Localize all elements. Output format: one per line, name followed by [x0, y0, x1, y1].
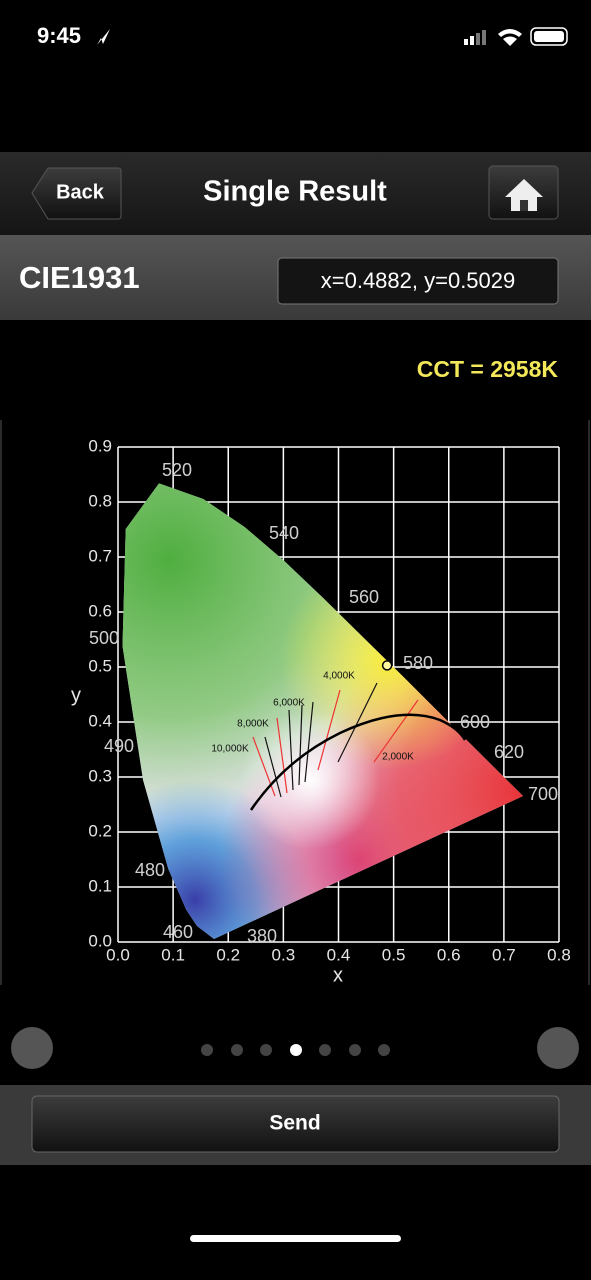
cct-label: 8,000K: [237, 719, 269, 730]
wifi-icon: [498, 29, 522, 46]
x-tick-label: 0.7: [492, 945, 516, 964]
wavelength-label: 460: [163, 922, 193, 942]
cct-label: 2,000K: [382, 752, 414, 763]
send-button[interactable]: [31, 1095, 560, 1153]
signal-icon: [464, 30, 486, 45]
battery-level: [534, 31, 564, 42]
status-time: 9:45: [37, 23, 81, 48]
wavelength-label: 380: [247, 926, 277, 946]
y-tick-label: 0.7: [88, 546, 112, 565]
y-tick-label: 0.4: [88, 711, 112, 730]
y-tick-label: 0.6: [88, 601, 112, 620]
y-tick-label: 0.9: [88, 436, 112, 455]
battery-icon: [530, 27, 568, 46]
y-tick-label: 0.8: [88, 491, 112, 510]
x-tick-label: 0.6: [437, 945, 461, 964]
cct-label: 6,000K: [273, 698, 305, 709]
x-tick-label: 0.2: [216, 945, 240, 964]
x-tick-label: 0.0: [106, 945, 130, 964]
wavelength-label: 490: [104, 736, 134, 756]
home-indicator: [190, 1235, 401, 1242]
wavelength-label: 620: [494, 742, 524, 762]
x-tick-label: 0.4: [327, 945, 351, 964]
coordinates: x=0.4882, y=0.5029: [321, 268, 516, 293]
y-tick-label: 0.0: [88, 931, 112, 950]
back-label: Back: [56, 181, 105, 203]
y-tick-label: 0.5: [88, 656, 112, 675]
page-indicator: [201, 1044, 390, 1056]
wavelength-label: 560: [349, 587, 379, 607]
location-icon: [97, 29, 110, 45]
wavelength-label: 500: [89, 628, 119, 648]
x-tick-label: 0.5: [382, 945, 406, 964]
x-axis-label: x: [333, 964, 343, 986]
wavelength-label: 580: [403, 653, 433, 673]
home-icon: [505, 179, 543, 211]
y-axis-label: y: [71, 684, 81, 706]
x-tick-label: 0.1: [161, 945, 185, 964]
y-tick-label: 0.3: [88, 766, 112, 785]
wavelength-label: 700: [528, 784, 558, 804]
measured-point: [381, 660, 393, 671]
wavelength-label: 540: [269, 523, 299, 543]
back-button[interactable]: [31, 167, 122, 220]
cct-label: 10,000K: [211, 744, 249, 755]
cct-label: 4,000K: [323, 671, 355, 682]
isotherm-lines: [252, 682, 419, 798]
prev-button[interactable]: [11, 1027, 53, 1069]
cct-value: CCT = 2958K: [417, 356, 559, 382]
home-door: [520, 200, 528, 211]
x-tick-label: 0.3: [272, 945, 296, 964]
y-tick-label: 0.2: [88, 821, 112, 840]
wavelength-label: 600: [460, 712, 490, 732]
y-tick-label: 0.1: [88, 876, 112, 895]
planckian-locus: [249, 713, 467, 811]
nav-title: Single Result: [203, 176, 387, 208]
send-label: Send: [269, 1112, 320, 1135]
next-button[interactable]: [537, 1027, 579, 1069]
wavelength-label: 520: [162, 460, 192, 480]
x-tick-label: 0.8: [547, 945, 571, 964]
coordinates-box: [277, 257, 559, 305]
wavelength-label: 480: [135, 860, 165, 880]
header-label: CIE1931: [19, 260, 140, 295]
